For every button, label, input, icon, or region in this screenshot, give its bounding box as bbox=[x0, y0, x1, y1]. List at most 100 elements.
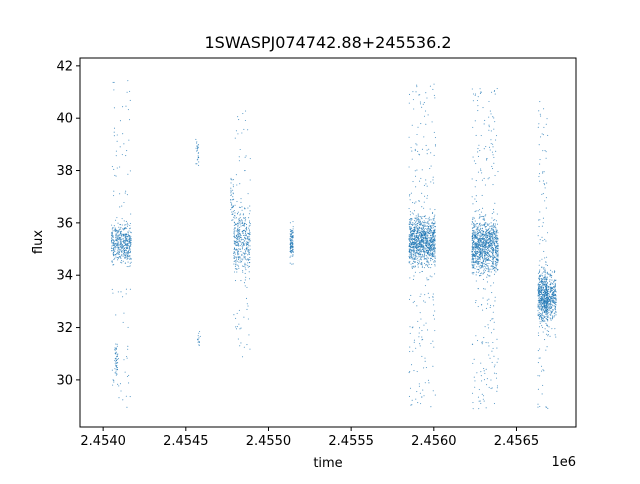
data-point bbox=[432, 296, 434, 298]
data-point bbox=[545, 207, 547, 209]
data-point bbox=[241, 253, 243, 256]
data-point bbox=[545, 333, 548, 335]
data-point bbox=[410, 192, 412, 194]
data-point bbox=[488, 235, 490, 237]
data-point bbox=[434, 330, 436, 332]
data-point bbox=[423, 245, 425, 247]
data-point bbox=[476, 230, 479, 232]
data-point bbox=[552, 292, 554, 294]
data-point bbox=[416, 256, 418, 258]
data-point bbox=[550, 299, 552, 302]
data-point bbox=[539, 405, 541, 408]
data-point bbox=[540, 301, 542, 303]
data-point bbox=[430, 246, 432, 248]
data-point bbox=[121, 224, 123, 226]
data-point bbox=[538, 276, 540, 278]
data-point bbox=[432, 254, 434, 256]
data-point bbox=[246, 243, 248, 245]
data-point bbox=[549, 317, 551, 319]
data-point bbox=[477, 226, 479, 228]
data-point bbox=[477, 171, 479, 173]
data-point bbox=[238, 309, 240, 311]
data-point bbox=[496, 390, 498, 392]
data-point bbox=[121, 254, 123, 256]
data-point bbox=[485, 246, 487, 248]
data-point bbox=[112, 292, 114, 294]
data-point bbox=[494, 300, 496, 302]
data-point bbox=[430, 165, 432, 167]
data-point bbox=[418, 222, 420, 224]
data-point bbox=[482, 236, 484, 238]
data-point bbox=[548, 326, 550, 328]
data-point bbox=[235, 264, 237, 266]
data-point bbox=[434, 214, 436, 216]
data-point bbox=[115, 219, 117, 221]
data-point bbox=[124, 262, 126, 264]
data-point bbox=[113, 225, 115, 227]
data-point bbox=[115, 237, 117, 239]
data-point bbox=[425, 225, 427, 228]
data-point bbox=[550, 319, 552, 321]
data-point bbox=[426, 250, 428, 252]
data-point bbox=[419, 216, 421, 218]
data-point bbox=[488, 345, 490, 347]
data-point bbox=[244, 170, 246, 172]
data-point bbox=[235, 328, 238, 330]
data-point bbox=[476, 372, 478, 374]
data-point bbox=[423, 235, 425, 237]
data-point bbox=[494, 234, 496, 236]
data-point bbox=[409, 346, 411, 348]
data-point bbox=[410, 255, 413, 257]
data-point bbox=[408, 256, 410, 258]
data-point bbox=[482, 234, 484, 236]
data-point bbox=[119, 236, 121, 238]
data-point bbox=[478, 265, 480, 267]
data-point bbox=[548, 305, 550, 307]
data-point bbox=[414, 202, 416, 204]
data-point bbox=[540, 307, 542, 309]
data-point bbox=[473, 262, 475, 264]
data-point bbox=[541, 326, 544, 328]
data-point bbox=[493, 328, 495, 330]
data-point bbox=[479, 243, 481, 245]
data-point bbox=[412, 302, 414, 304]
data-point bbox=[495, 239, 497, 241]
data-point bbox=[478, 234, 480, 236]
data-point bbox=[549, 299, 551, 301]
data-point bbox=[554, 294, 556, 296]
data-point bbox=[472, 227, 474, 229]
data-point bbox=[544, 150, 546, 152]
data-point bbox=[116, 140, 118, 142]
data-point bbox=[409, 350, 411, 353]
data-point bbox=[233, 255, 235, 257]
data-point bbox=[473, 160, 475, 162]
data-point bbox=[425, 322, 427, 324]
data-point bbox=[477, 256, 479, 258]
data-point bbox=[484, 266, 487, 268]
data-point bbox=[472, 203, 474, 205]
data-point bbox=[123, 143, 125, 145]
data-point bbox=[115, 234, 117, 236]
data-point bbox=[412, 257, 414, 259]
data-point bbox=[544, 268, 546, 270]
data-point bbox=[426, 244, 428, 246]
data-point bbox=[117, 234, 119, 236]
data-point bbox=[485, 145, 487, 148]
data-point bbox=[431, 221, 434, 223]
data-point bbox=[410, 230, 412, 232]
data-point bbox=[237, 253, 239, 255]
data-point bbox=[416, 232, 418, 234]
data-point bbox=[541, 295, 543, 297]
data-point bbox=[479, 267, 481, 269]
data-point bbox=[543, 289, 545, 291]
data-point bbox=[547, 319, 549, 321]
data-point bbox=[411, 327, 413, 329]
data-point bbox=[549, 287, 552, 289]
data-point bbox=[484, 234, 486, 236]
data-point bbox=[488, 253, 490, 255]
data-point bbox=[484, 242, 486, 244]
data-point bbox=[433, 239, 436, 241]
data-point bbox=[493, 223, 495, 225]
x-tick-label: 2.4550 bbox=[246, 434, 292, 449]
data-point bbox=[485, 264, 488, 266]
